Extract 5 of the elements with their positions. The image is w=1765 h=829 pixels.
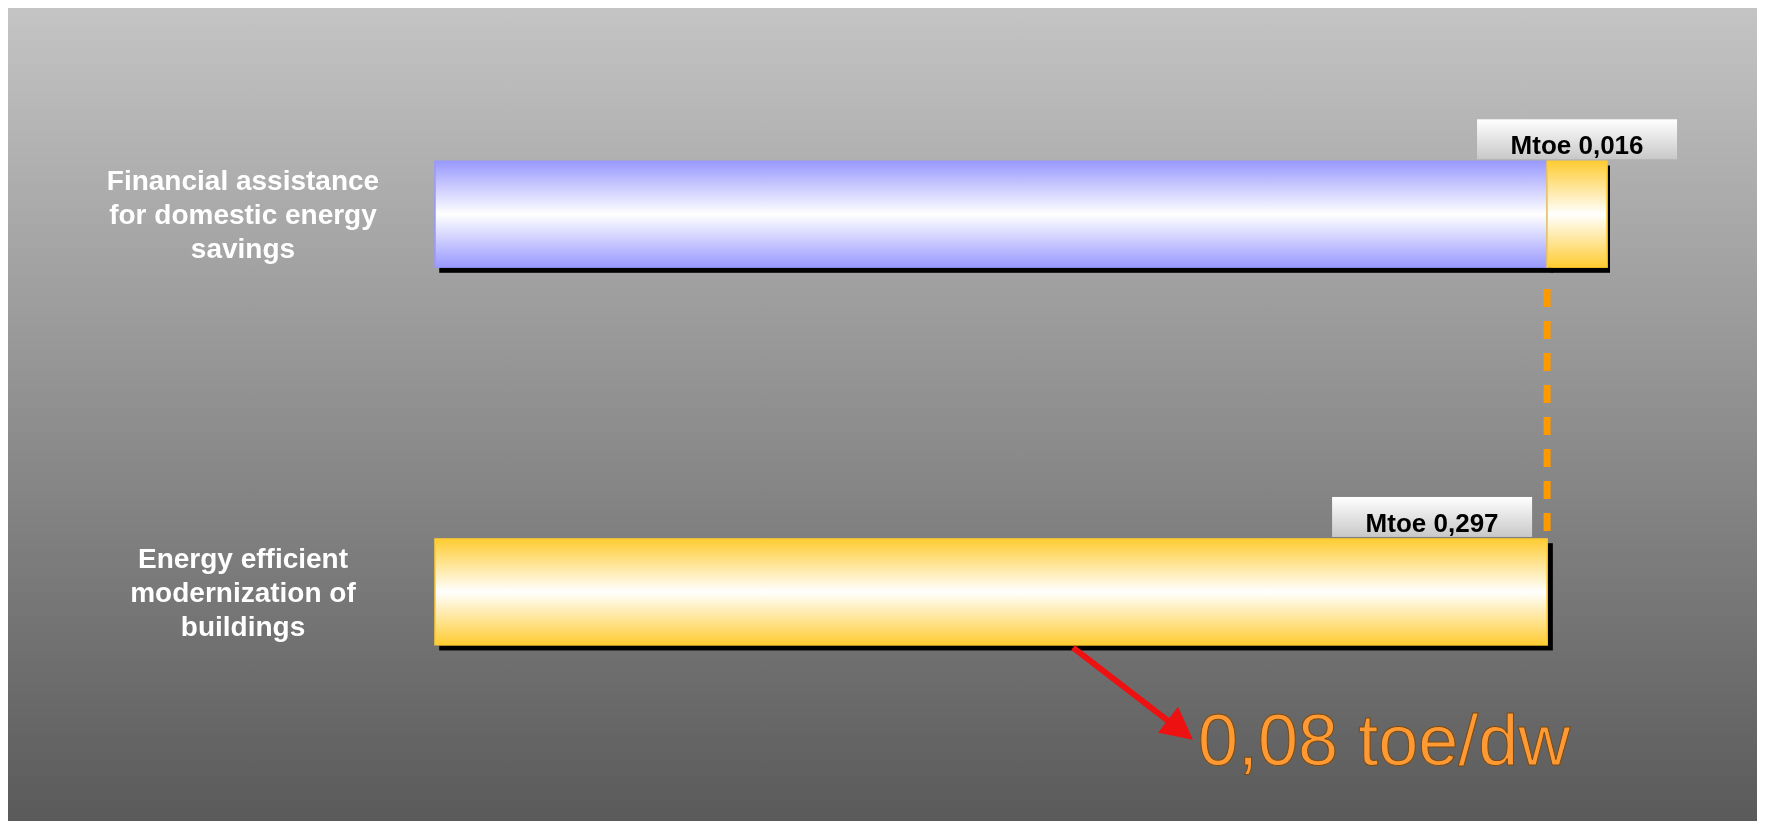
data-label: Mtoe 0,297 <box>1365 507 1499 538</box>
y-tick-label: Financial assistance for domestic energy savings <box>106 165 380 265</box>
data-label: Mtoe 0,016 <box>1510 130 1644 161</box>
y-tick-label: Energy efficient modernization of buildings <box>130 542 357 642</box>
annotation: 0,08 toe/dw <box>1198 699 1572 780</box>
